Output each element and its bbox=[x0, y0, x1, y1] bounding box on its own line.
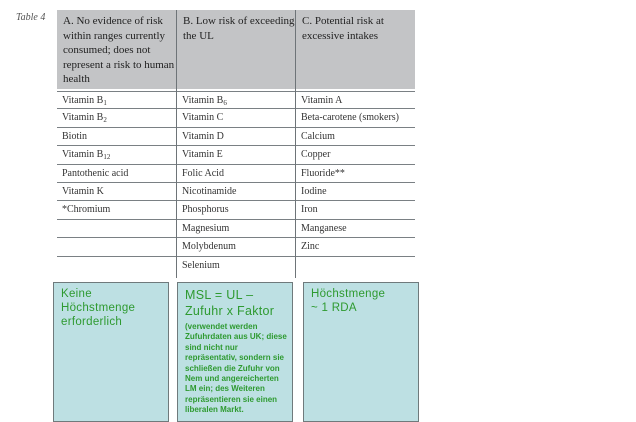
formula-note: (verwendet werden Zufuhrdaten aus UK; di… bbox=[185, 322, 287, 415]
header-col-c: C. Potential risk at excessive intakes bbox=[296, 10, 415, 89]
table-cell: Fluoride** bbox=[301, 168, 345, 179]
cell-text: *Chromium bbox=[62, 204, 111, 216]
table-cell: Iodine bbox=[301, 186, 327, 197]
cell-text: Zinc bbox=[301, 241, 320, 253]
table-cell: Vitamin A bbox=[301, 95, 342, 106]
table-row: Molybdenum Zinc bbox=[57, 238, 415, 257]
cell-text: Vitamin B bbox=[182, 95, 224, 106]
cell-subscript: 1 bbox=[103, 99, 107, 107]
cell-text: Selenium bbox=[182, 259, 220, 271]
cell-text: Vitamin B bbox=[62, 149, 104, 161]
box-c-line-1: Höchstmenge bbox=[311, 288, 386, 300]
table-row: Vitamin B12 Vitamin E Copper bbox=[57, 146, 415, 165]
box-c-line-2: ~ 1 RDA bbox=[311, 302, 357, 314]
table-row: *Chromium Phosphorus Iron bbox=[57, 201, 415, 220]
cell-subscript: 6 bbox=[223, 99, 227, 107]
header-col-b: B. Low risk of exceeding the UL bbox=[177, 10, 295, 89]
table-cell: Pantothenic acid bbox=[62, 168, 128, 179]
table-cell: Vitamin C bbox=[182, 112, 223, 123]
table-cell: Beta-carotene (smokers) bbox=[301, 112, 399, 123]
box-max-rda: Höchstmenge ~ 1 RDA bbox=[303, 282, 419, 422]
table-cell: Selenium bbox=[182, 260, 220, 271]
column-divider bbox=[176, 10, 177, 278]
cell-text: Folic Acid bbox=[182, 167, 224, 179]
cell-text: Iodine bbox=[301, 186, 327, 197]
cell-text: Vitamin K bbox=[62, 186, 104, 197]
table-cell: Molybdenum bbox=[182, 241, 236, 252]
cell-text: Vitamin A bbox=[301, 95, 343, 106]
cell-text: Copper bbox=[301, 149, 331, 161]
table-cell: *Chromium bbox=[62, 204, 110, 215]
cell-text: Pantothenic acid bbox=[62, 167, 129, 179]
cell-text: Iron bbox=[301, 204, 318, 216]
table-cell: Zinc bbox=[301, 241, 319, 252]
table-row: Vitamin B1 Vitamin B6 Vitamin A bbox=[57, 91, 415, 110]
cell-text: Calcium bbox=[301, 130, 335, 142]
cell-subscript: 12 bbox=[103, 153, 111, 162]
box-no-max-amount: Keine Höchstmenge erforderlich bbox=[53, 282, 169, 422]
box-msl-formula: MSL = UL – Zufuhr x Faktor (verwendet we… bbox=[177, 282, 293, 422]
cell-text: Phosphorus bbox=[182, 204, 229, 216]
cell-text: Manganese bbox=[301, 222, 347, 234]
table-cell: Vitamin B1 bbox=[62, 95, 107, 107]
cell-text: Vitamin B bbox=[62, 112, 104, 124]
table-cell: Folic Acid bbox=[182, 168, 224, 179]
table-row: Pantothenic acid Folic Acid Fluoride** bbox=[57, 165, 415, 183]
table-cell: Vitamin B6 bbox=[182, 95, 227, 107]
table-cell: Manganese bbox=[301, 223, 347, 234]
table-row: Vitamin B2 Vitamin C Beta-carotene (smoker… bbox=[57, 109, 415, 128]
table-cell: Vitamin K bbox=[62, 186, 104, 197]
cell-text: Vitamin E bbox=[182, 149, 223, 161]
cell-subscript: 2 bbox=[103, 116, 107, 125]
table-cell: Vitamin D bbox=[182, 131, 224, 142]
formula-line-1: MSL = UL – bbox=[185, 288, 254, 302]
table-cell: Nicotinamide bbox=[182, 186, 236, 197]
cell-text: Vitamin D bbox=[182, 130, 224, 142]
formula-line-2: Zufuhr x Faktor bbox=[185, 304, 275, 318]
table-row: Biotin Vitamin D Calcium bbox=[57, 128, 415, 147]
table-label: Table 4 bbox=[16, 12, 46, 23]
cell-text: Biotin bbox=[62, 130, 88, 142]
table-row: Magnesium Manganese bbox=[57, 220, 415, 239]
table-cell: Vitamin E bbox=[182, 149, 223, 160]
cell-text: Molybdenum bbox=[182, 241, 236, 253]
table-cell: Biotin bbox=[62, 131, 87, 142]
table-row: Selenium bbox=[57, 257, 415, 275]
table-row: Vitamin K Nicotinamide Iodine bbox=[57, 183, 415, 202]
table-cell: Phosphorus bbox=[182, 204, 229, 215]
cell-text: Magnesium bbox=[182, 222, 230, 234]
table-cell: Magnesium bbox=[182, 223, 229, 234]
table-cell: Vitamin B12 bbox=[62, 149, 110, 161]
cell-text: Vitamin C bbox=[182, 112, 224, 124]
table-cell: Calcium bbox=[301, 131, 335, 142]
header-col-a: A. No evidence of risk within ranges cur… bbox=[57, 10, 176, 89]
cell-text: Vitamin B bbox=[62, 95, 104, 106]
cell-text: Nicotinamide bbox=[182, 186, 237, 197]
cell-text: Fluoride** bbox=[301, 167, 345, 179]
table-cell: Iron bbox=[301, 204, 318, 215]
column-divider bbox=[295, 10, 296, 278]
table-cell: Copper bbox=[301, 149, 330, 160]
box-a-text: Keine Höchstmenge erforderlich bbox=[61, 288, 136, 328]
table-cell: Vitamin B2 bbox=[62, 112, 107, 124]
cell-text: Beta-carotene (smokers) bbox=[301, 112, 400, 124]
